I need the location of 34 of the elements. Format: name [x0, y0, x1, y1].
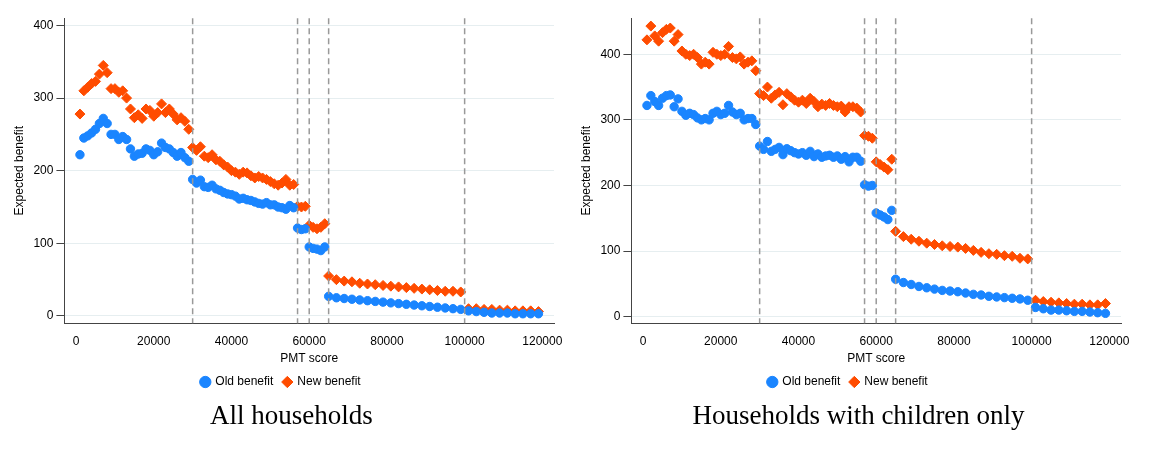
y-tick-label: 100 — [33, 235, 54, 250]
y-tick-label: 400 — [600, 46, 621, 61]
x-axis-title: PMT score — [847, 351, 906, 366]
x-tick-label: 80000 — [937, 333, 971, 348]
x-tick-label: 0 — [639, 333, 647, 348]
legend-label: Old benefit — [782, 374, 841, 389]
x-tick-label: 60000 — [292, 333, 327, 348]
y-tick-label: 0 — [613, 308, 621, 323]
y-axis-title: Expected benefit — [11, 125, 26, 216]
legend-label: Old benefit — [215, 374, 274, 389]
x-tick-label: 40000 — [781, 333, 816, 348]
legend-label: New benefit — [864, 374, 929, 389]
y-tick-label: 300 — [600, 112, 621, 127]
x-tick-label: 100000 — [444, 333, 485, 348]
y-tick-label: 300 — [33, 90, 54, 105]
y-tick-label: 0 — [46, 308, 54, 323]
text: All households — [209, 400, 374, 431]
text: Households with children only — [691, 400, 1026, 431]
x-tick-label: 60000 — [859, 333, 894, 348]
x-axis-title: PMT score — [280, 351, 339, 366]
x-tick-label: 40000 — [214, 333, 249, 348]
x-tick-label: 20000 — [704, 333, 738, 348]
x-tick-label: 120000 — [1089, 333, 1130, 348]
x-tick-label: 80000 — [370, 333, 404, 348]
y-axis-title: Expected benefit — [578, 125, 593, 216]
legend-label: New benefit — [297, 374, 362, 389]
y-tick-label: 200 — [600, 177, 621, 192]
x-tick-label: 120000 — [522, 333, 563, 348]
y-tick-label: 400 — [33, 17, 54, 32]
x-tick-label: 20000 — [137, 333, 171, 348]
x-tick-label: 0 — [72, 333, 80, 348]
y-tick-label: 200 — [33, 163, 54, 178]
y-tick-label: 100 — [600, 243, 621, 258]
x-tick-label: 100000 — [1011, 333, 1052, 348]
